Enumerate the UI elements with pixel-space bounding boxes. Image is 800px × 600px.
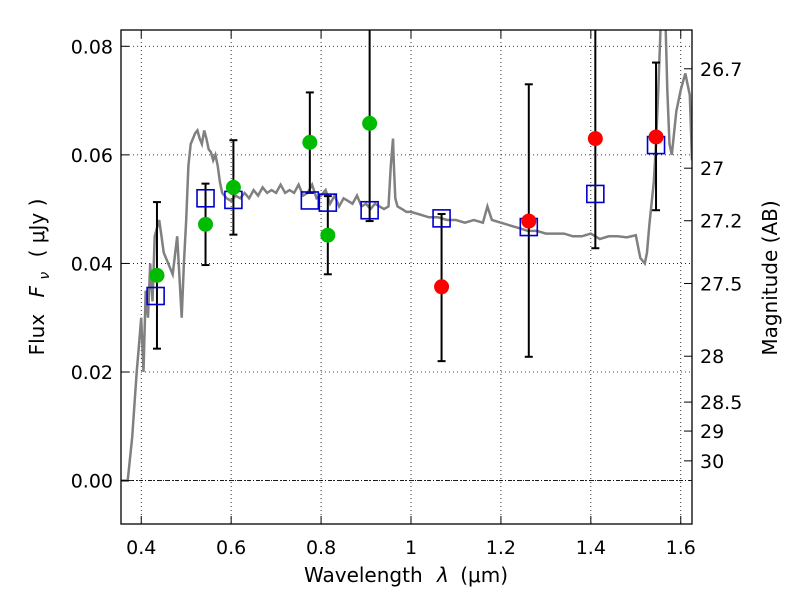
detection-point [362,115,378,131]
y-tick-label: 0.00 [71,471,113,493]
y2-axis-label: Magnitude (AB) [758,200,782,355]
y-axis-label: Flux F ν ( μJy ) [25,199,54,356]
upper-limit-point [521,213,537,229]
label-layer: Wavelength λ (μm) Flux F ν ( μJy ) Magni… [25,199,782,587]
sed-layer [121,30,692,482]
upper-limit-point [648,129,664,145]
mag-tick-label: 28 [700,346,724,368]
mag-tick-label: 27.2 [700,211,742,233]
model-point [432,209,451,228]
model-point [318,193,338,212]
model-point [300,191,320,210]
model-point [146,286,165,306]
grid-layer [121,30,692,524]
detection-point [302,134,318,150]
upper-limit-point [434,279,450,295]
detection-point [320,227,336,243]
y-tick-label: 0.08 [71,36,113,58]
points-layer [146,115,666,306]
plot-frame [120,29,693,525]
mag-tick-label: 28.5 [700,392,742,414]
model-point [360,200,379,220]
sed-model-line [121,30,692,482]
y-tick-label: 0.04 [71,253,113,275]
x-tick-label: 0.8 [306,537,336,559]
errorbar-layer [152,30,661,363]
mag-tick-label: 27.5 [700,273,742,295]
x-tick-label: 0.4 [126,537,156,559]
x-tick-label: 1 [405,537,417,559]
detection-point [198,216,214,232]
detection-point [149,267,165,283]
x-tick-label: 1.4 [576,537,606,559]
upper-limit-point [587,131,603,147]
tick-layer: 0.4 0.6 0.8 1 1.2 1.4 1.6 0.00 0.02 0.04 0.06 0.08 2… [71,30,742,559]
model-point [586,184,605,204]
mag-tick-label: 30 [700,451,724,473]
x-tick-label: 0.6 [216,537,246,559]
detection-point [225,179,241,195]
x-tick-label: 1.6 [666,537,696,559]
mag-tick-label: 27 [700,158,724,180]
y-tick-label: 0.06 [71,145,113,167]
x-tick-label: 1.2 [486,537,516,559]
y-tick-label: 0.02 [71,362,113,384]
x-axis-label: Wavelength λ (μm) [304,563,508,587]
mag-tick-label: 26.7 [700,59,742,81]
model-point [196,188,215,208]
mag-tick-label: 29 [700,421,724,443]
